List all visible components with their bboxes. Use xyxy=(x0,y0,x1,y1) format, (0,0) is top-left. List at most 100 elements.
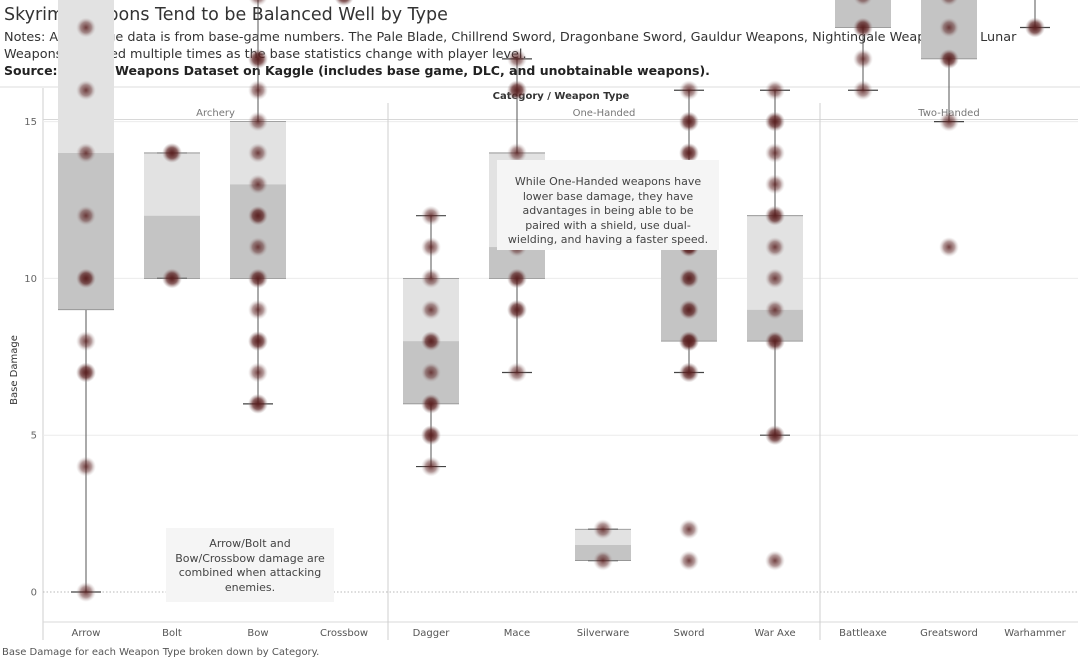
category-header: Archery xyxy=(196,108,235,119)
data-point xyxy=(853,48,873,69)
y-tick-label: 5 xyxy=(31,431,37,442)
one-handed-annotation: While One-Handed weapons have lower base… xyxy=(497,160,719,250)
column-header: Category / Weapon Type xyxy=(493,91,630,102)
data-point xyxy=(421,425,441,446)
x-tick-label: Bolt xyxy=(162,628,182,639)
data-point xyxy=(76,80,96,101)
data-point xyxy=(679,550,699,571)
data-point xyxy=(853,17,873,38)
box-battleaxe xyxy=(835,0,891,91)
box-lower-hinge xyxy=(144,215,200,279)
data-point xyxy=(248,142,268,163)
data-point xyxy=(76,142,96,163)
data-point xyxy=(765,205,785,226)
data-point xyxy=(76,331,96,352)
x-tick-label: Greatsword xyxy=(920,628,978,639)
x-tick-label: Silverware xyxy=(577,628,629,639)
box-bolt xyxy=(144,152,200,279)
data-point xyxy=(853,80,873,101)
chart-caption: Base Damage for each Weapon Type broken … xyxy=(2,647,320,658)
data-point xyxy=(765,268,785,289)
data-point xyxy=(939,48,959,69)
x-tick-label: Mace xyxy=(504,628,530,639)
data-point xyxy=(593,550,613,571)
data-point xyxy=(248,80,268,101)
data-point xyxy=(248,205,268,226)
box-bow xyxy=(230,0,286,405)
y-axis-label: Base Damage xyxy=(9,335,20,405)
data-point xyxy=(421,362,441,383)
x-tick-label: War Axe xyxy=(754,628,795,639)
data-point xyxy=(162,268,182,289)
x-tick-label: Crossbow xyxy=(320,628,368,639)
data-point xyxy=(1025,17,1045,38)
data-point xyxy=(765,174,785,195)
data-point xyxy=(765,425,785,446)
data-point xyxy=(765,111,785,132)
chart-title: Skyrim Weapons Tend to be Balanced Well … xyxy=(4,5,448,25)
data-point xyxy=(765,331,785,352)
data-point xyxy=(248,268,268,289)
data-point xyxy=(76,268,96,289)
x-tick-label: Battleaxe xyxy=(839,628,887,639)
x-tick-label: Sword xyxy=(674,628,705,639)
data-point xyxy=(939,237,959,258)
data-point xyxy=(248,299,268,320)
category-header: One-Handed xyxy=(573,108,636,119)
data-point xyxy=(765,237,785,258)
data-point xyxy=(679,111,699,132)
data-point xyxy=(939,0,959,7)
data-point xyxy=(162,142,182,163)
data-point xyxy=(421,393,441,414)
data-point xyxy=(76,582,96,602)
data-point xyxy=(334,0,354,7)
data-point xyxy=(765,299,785,320)
y-tick-label: 0 xyxy=(31,588,37,599)
data-point xyxy=(507,142,527,163)
data-point xyxy=(765,80,785,101)
data-point xyxy=(421,331,441,352)
data-point xyxy=(679,362,699,383)
x-tick-label: Bow xyxy=(247,628,268,639)
data-point xyxy=(76,362,96,383)
data-point xyxy=(248,331,268,352)
x-tick-label: Arrow xyxy=(72,628,101,639)
box-war-axe xyxy=(747,89,803,436)
data-point xyxy=(76,205,96,226)
data-point xyxy=(76,456,96,477)
data-point xyxy=(507,48,527,69)
archery-annotation: Arrow/Bolt and Bow/Crossbow damage are c… xyxy=(166,528,334,602)
data-point xyxy=(853,0,873,7)
data-point xyxy=(248,393,268,414)
data-point xyxy=(248,174,268,195)
x-tick-label: Warhammer xyxy=(1004,628,1066,639)
data-point xyxy=(507,268,527,289)
data-point xyxy=(507,299,527,320)
data-point xyxy=(939,111,959,132)
data-point xyxy=(679,268,699,289)
data-point xyxy=(507,362,527,383)
data-point xyxy=(248,237,268,258)
data-point xyxy=(421,268,441,289)
chart-source: Source: Skyrim Weapons Dataset on Kaggle… xyxy=(4,63,710,78)
data-point xyxy=(765,550,785,571)
data-point xyxy=(507,80,527,101)
data-point xyxy=(765,142,785,163)
data-point xyxy=(248,48,268,69)
box-lower-hinge xyxy=(661,247,717,342)
y-tick-label: 15 xyxy=(24,117,37,128)
data-point xyxy=(679,331,699,352)
data-point xyxy=(679,299,699,320)
data-point xyxy=(248,0,268,7)
box-lower-hinge xyxy=(230,184,286,279)
data-point xyxy=(421,299,441,320)
data-point xyxy=(593,519,613,540)
data-point xyxy=(679,80,699,101)
x-tick-label: Dagger xyxy=(413,628,451,639)
data-point xyxy=(939,17,959,38)
box-upper-hinge xyxy=(144,152,200,216)
data-point xyxy=(679,142,699,163)
data-point xyxy=(421,237,441,258)
y-tick-label: 10 xyxy=(24,274,37,285)
